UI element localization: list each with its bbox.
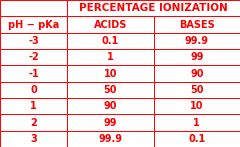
- Text: 99.9: 99.9: [185, 36, 209, 46]
- Text: 0: 0: [30, 85, 37, 95]
- Text: 1: 1: [193, 117, 200, 127]
- Text: 0.1: 0.1: [102, 36, 119, 46]
- Text: -2: -2: [28, 52, 39, 62]
- Text: 90: 90: [190, 69, 204, 78]
- Text: 90: 90: [104, 101, 117, 111]
- Bar: [154, 98, 240, 114]
- Text: 3: 3: [30, 134, 37, 144]
- Bar: [67, 49, 154, 65]
- Bar: [67, 131, 154, 147]
- Text: 50: 50: [104, 85, 117, 95]
- Text: 1: 1: [107, 52, 114, 62]
- Text: 99: 99: [190, 52, 204, 62]
- Text: 2: 2: [30, 117, 37, 127]
- Bar: [154, 131, 240, 147]
- Bar: [154, 49, 240, 65]
- Bar: [154, 33, 240, 49]
- Bar: [154, 82, 240, 98]
- Bar: [154, 16, 240, 33]
- Bar: [0, 131, 67, 147]
- Bar: [67, 33, 154, 49]
- Bar: [67, 82, 154, 98]
- Bar: [154, 114, 240, 131]
- Bar: [67, 0, 240, 16]
- Bar: [0, 65, 67, 82]
- Text: -3: -3: [28, 36, 39, 46]
- Text: BASES: BASES: [179, 20, 215, 30]
- Bar: [0, 16, 67, 33]
- Text: -1: -1: [28, 69, 39, 78]
- Bar: [154, 65, 240, 82]
- Bar: [67, 16, 154, 33]
- Bar: [0, 98, 67, 114]
- Text: pH − pKa: pH − pKa: [8, 20, 59, 30]
- Text: 10: 10: [104, 69, 117, 78]
- Bar: [67, 65, 154, 82]
- Text: 1: 1: [30, 101, 37, 111]
- Text: 50: 50: [190, 85, 204, 95]
- Text: 99.9: 99.9: [98, 134, 122, 144]
- Bar: [0, 33, 67, 49]
- Text: PERCENTAGE IONIZATION: PERCENTAGE IONIZATION: [79, 3, 228, 13]
- Bar: [0, 82, 67, 98]
- Bar: [0, 49, 67, 65]
- Text: 0.1: 0.1: [188, 134, 205, 144]
- Bar: [67, 114, 154, 131]
- Bar: [0, 114, 67, 131]
- Text: ACIDS: ACIDS: [94, 20, 127, 30]
- Bar: [0, 0, 67, 16]
- Bar: [67, 98, 154, 114]
- Text: 99: 99: [104, 117, 117, 127]
- Text: 10: 10: [190, 101, 204, 111]
